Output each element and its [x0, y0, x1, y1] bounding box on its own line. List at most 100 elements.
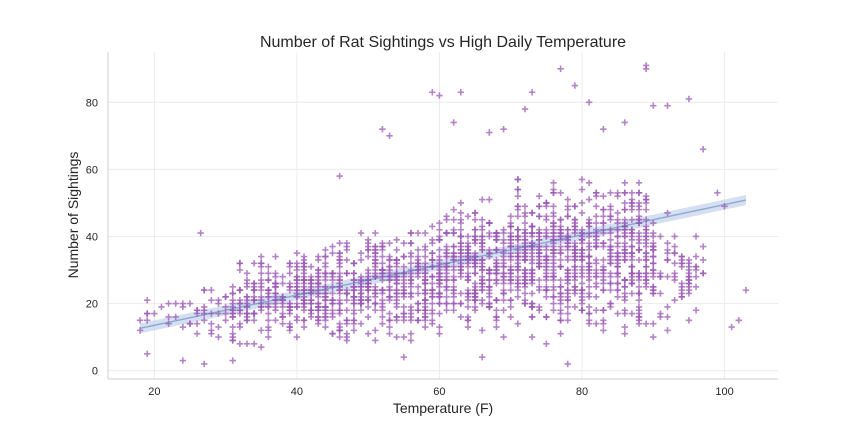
data-point — [286, 310, 293, 317]
data-point — [500, 125, 507, 133]
data-point — [322, 246, 329, 254]
data-point — [664, 303, 671, 311]
data-point — [379, 125, 386, 133]
data-point — [657, 310, 664, 317]
data-point — [400, 303, 407, 311]
data-point — [564, 303, 571, 311]
data-point — [621, 216, 628, 223]
data-point — [593, 307, 600, 314]
data-point — [479, 276, 486, 284]
data-point — [144, 310, 151, 317]
data-point — [628, 310, 636, 317]
data-point — [464, 276, 472, 284]
data-point — [635, 283, 643, 290]
data-point — [521, 256, 529, 264]
data-point — [379, 276, 386, 284]
data-point — [357, 300, 365, 307]
data-point — [479, 354, 486, 361]
data-point — [635, 296, 643, 304]
data-point — [407, 293, 415, 301]
data-point — [265, 303, 272, 311]
data-point — [650, 260, 657, 267]
data-point — [614, 239, 621, 247]
data-point — [414, 273, 422, 280]
data-point — [372, 327, 379, 334]
data-point — [357, 250, 365, 257]
data-point — [664, 273, 671, 280]
data-point — [628, 189, 636, 197]
data-point — [600, 273, 607, 280]
data-point — [293, 333, 301, 341]
data-point — [585, 99, 593, 106]
data-point — [671, 273, 678, 280]
data-point — [144, 350, 151, 358]
data-point — [386, 323, 393, 331]
data-point — [322, 323, 329, 331]
data-point — [464, 270, 472, 277]
data-point — [250, 317, 258, 324]
data-point — [436, 226, 443, 233]
data-point — [250, 260, 258, 267]
data-point — [343, 337, 350, 344]
data-point — [550, 179, 557, 186]
data-point — [393, 260, 400, 267]
data-point — [650, 102, 657, 109]
data-point — [457, 199, 465, 207]
data-point — [243, 280, 251, 287]
data-point — [464, 313, 472, 321]
data-point — [536, 256, 543, 264]
data-point — [464, 323, 472, 331]
x-tick-label: 60 — [433, 386, 445, 398]
data-point — [471, 226, 479, 233]
data-point — [600, 213, 607, 220]
data-point — [436, 330, 443, 337]
data-point — [593, 213, 600, 220]
data-point — [635, 320, 643, 327]
data-point — [692, 266, 700, 274]
data-point — [528, 229, 536, 237]
data-point — [479, 246, 486, 254]
data-point — [521, 290, 529, 297]
data-point — [550, 266, 557, 274]
data-point — [343, 296, 350, 304]
data-point — [436, 92, 443, 99]
data-point — [607, 260, 614, 267]
data-point — [300, 296, 308, 304]
data-point — [550, 286, 557, 294]
data-point — [457, 209, 465, 217]
data-point — [607, 246, 614, 254]
data-point — [621, 330, 628, 337]
data-point — [479, 286, 486, 294]
data-point — [193, 307, 201, 314]
data-point — [564, 243, 571, 250]
data-point — [222, 310, 229, 317]
data-point — [557, 283, 564, 290]
data-point — [564, 360, 571, 368]
data-point — [514, 283, 522, 290]
data-point — [386, 317, 393, 324]
data-point — [236, 307, 244, 314]
data-point — [678, 256, 685, 264]
data-point — [329, 330, 336, 337]
data-point — [486, 283, 493, 290]
data-point — [493, 236, 500, 244]
data-point — [436, 246, 443, 254]
data-point — [179, 323, 187, 331]
data-point — [607, 253, 614, 260]
data-point — [685, 317, 693, 324]
data-point — [657, 290, 664, 297]
y-tick-label: 40 — [86, 231, 98, 243]
data-point — [564, 286, 571, 294]
data-point — [286, 260, 293, 267]
data-point — [621, 256, 628, 264]
data-point — [571, 253, 579, 260]
regression-line — [139, 199, 747, 330]
data-point — [614, 250, 621, 257]
data-point — [236, 260, 244, 267]
y-tick-label: 20 — [86, 299, 98, 311]
data-point — [585, 223, 593, 230]
data-point — [421, 307, 429, 314]
data-point — [407, 273, 415, 280]
data-point — [642, 223, 650, 230]
data-point — [436, 300, 443, 307]
